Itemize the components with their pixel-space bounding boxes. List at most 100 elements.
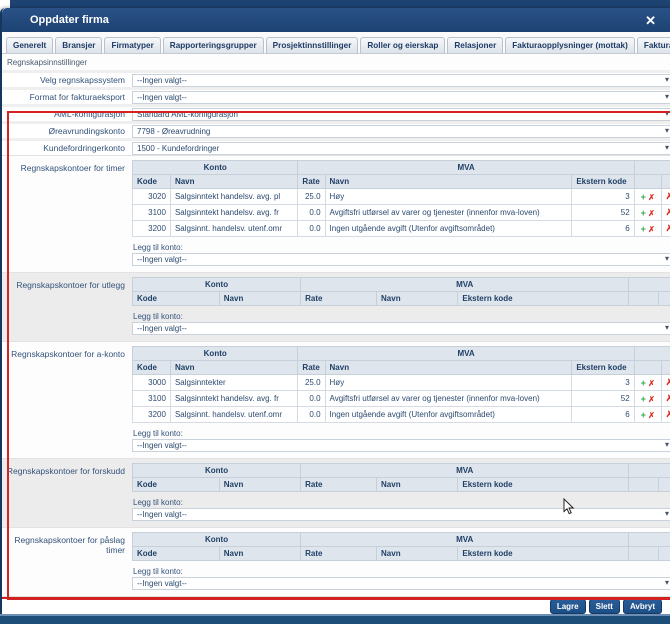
section-label: Regnskapskontoer for utlegg [16,280,125,290]
add-icon[interactable]: + [640,223,646,234]
actions-group-header [633,346,670,361]
cell-actions: + ✗ [633,220,662,237]
dropdown-format-for-fakturaeksport[interactable]: --Ingen valgt-- ▾ [132,90,670,104]
cell-delete: ✗ [660,374,670,391]
section-label: Regnskapskontoer for a-konto [11,349,125,359]
add-account-label: Legg til konto: [133,429,183,438]
remove-icon[interactable]: ✗ [648,224,655,234]
delete-row-icon[interactable]: ✗ [666,223,670,233]
dialog-title: Oppdater firma [30,14,109,26]
add-account-label: Legg til konto: [133,567,183,576]
cell-mva-navn: Avgiftsfri utførsel av varer og tjeneste… [324,390,573,407]
column-header-kode: Kode [132,174,171,189]
delete-row-icon[interactable]: ✗ [666,393,670,403]
tab-prosjektinnstillinger[interactable]: Prosjektinnstillinger [265,37,359,53]
tab-roller-og-eierskap[interactable]: Roller og eierskap [360,37,446,53]
column-header-ekstern-kode: Ekstern kode [571,360,635,375]
add-account-dropdown[interactable]: --Ingen valgt-- ▾ [132,322,670,335]
cell-kode: 3000 [132,374,171,391]
chevron-down-icon: ▾ [664,108,669,118]
cell-navn: Salgsinntekter [169,374,299,391]
section-body: Konto MVA Kode Navn Rate Navn Ekstern kode Legg… [131,277,670,335]
field-label: Format for fakturaeksport [29,92,125,102]
cell-rate: 0.0 [297,406,326,423]
field-label: AML-konfigurasjon [54,109,125,119]
column-header-kode: Kode [132,360,171,375]
dropdown-kundefordringerkonto[interactable]: 1500 - Kundefordringer ▾ [132,141,670,155]
cell-kode: 3100 [132,204,171,221]
accounts-table: Konto MVA Kode Navn Rate Navn Ekstern kode 3020… [131,160,670,237]
lagre-button[interactable]: Lagre [549,599,586,614]
delete-row-icon[interactable]: ✗ [666,377,670,387]
cell-actions: + ✗ [633,406,662,423]
account-sections: Regnskapskontoer for timer Konto MVA Kode Na… [2,155,670,597]
delete-row-icon[interactable]: ✗ [666,207,670,217]
add-icon[interactable]: + [640,377,646,388]
cell-kode: 3200 [132,220,171,237]
dropdown-velg-regnskapssystem[interactable]: --Ingen valgt-- ▾ [132,73,670,87]
tab-generelt[interactable]: Generelt [6,37,54,53]
dropdown-aml-konfigurasjon[interactable]: Standard AML-konfigurasjon ▾ [132,107,670,121]
delete-row-icon[interactable]: ✗ [666,191,670,201]
tab-firmatyper[interactable]: Firmatyper [104,37,161,53]
column-header-ekstern-kode: Ekstern kode [457,291,630,306]
cell-ekstern-kode: 52 [571,390,635,407]
slett-button[interactable]: Slett [588,599,620,614]
remove-icon[interactable]: ✗ [648,410,655,420]
add-account-dropdown[interactable]: --Ingen valgt-- ▾ [132,439,670,452]
dropdown-reavrundingskonto[interactable]: 7798 - Øreavrudning ▾ [132,124,670,138]
chevron-down-icon: ▾ [664,323,669,332]
remove-icon[interactable]: ✗ [648,192,655,202]
avbryt-button[interactable]: Avbryt [622,599,662,614]
cell-rate: 0.0 [297,390,326,407]
konto-group-header: Konto [131,346,299,361]
close-icon[interactable]: ✕ [645,12,656,28]
column-header-kode: Kode [132,291,220,306]
tab-rapporteringsgrupper[interactable]: Rapporteringsgrupper [162,37,264,53]
tab-bransjer[interactable]: Bransjer [55,37,103,53]
cell-actions: + ✗ [633,390,662,407]
remove-icon[interactable]: ✗ [648,394,655,404]
add-account-dropdown[interactable]: --Ingen valgt-- ▾ [132,577,670,590]
add-icon[interactable]: + [640,393,646,404]
add-account-label: Legg til konto: [133,243,183,252]
mva-group-header: MVA [300,277,630,292]
cell-navn: Salgsinntekt handelsv. avg. pl [169,188,299,205]
chevron-down-icon: ▾ [664,142,669,152]
add-icon[interactable]: + [640,409,646,420]
column-header-rate: Rate [300,546,378,561]
remove-icon[interactable]: ✗ [648,378,655,388]
selected-value: --Ingen valgt-- [137,510,187,519]
selected-value: --Ingen valgt-- [137,579,187,588]
tab-bar: Generelt Bransjer Firmatyper Rapporteringsg… [2,32,670,54]
settings-form: Velg regnskapssystem --Ingen valgt-- ▾ Form… [2,70,670,155]
tab-relasjoner[interactable]: Relasjoner [447,37,504,53]
column-header-actions [628,546,660,561]
remove-icon[interactable]: ✗ [648,208,655,218]
cell-navn: Salgsinnt. handelsv. utenf.omr [169,220,299,237]
column-header-navn: Navn [376,291,459,306]
column-header-actions [660,360,670,375]
section-regnskapskontoer-for-timer: Regnskapskontoer for timer Konto MVA Kode Na… [2,155,670,272]
column-header-navn: Navn [324,174,573,189]
delete-row-icon[interactable]: ✗ [666,409,670,419]
add-icon[interactable]: + [640,191,646,202]
selected-value: Standard AML-konfigurasjon [137,109,238,119]
konto-group-header: Konto [131,277,302,292]
field-label: Velg regnskapssystem [39,75,125,85]
add-icon[interactable]: + [640,207,646,218]
column-header-actions [660,174,670,189]
column-header-kode: Kode [132,477,220,492]
selected-value: --Ingen valgt-- [137,324,187,333]
mva-group-header: MVA [300,463,630,478]
column-header-kode: Kode [132,546,220,561]
add-account-dropdown[interactable]: --Ingen valgt-- ▾ [132,508,670,521]
chevron-down-icon: ▾ [664,254,669,263]
selected-value: --Ingen valgt-- [137,441,187,450]
add-account-dropdown[interactable]: --Ingen valgt-- ▾ [132,253,670,266]
tab-fakturaopplysninger-mottak[interactable]: Fakturaopplysninger (mottak) [505,37,635,53]
cell-navn: Salgsinntekt handelsv. avg. fr [169,204,299,221]
column-header-navn: Navn [169,360,299,375]
tab-fakturaopplysninger-utg-ende[interactable]: Fakturaopplysninger (utgående) [636,37,670,53]
